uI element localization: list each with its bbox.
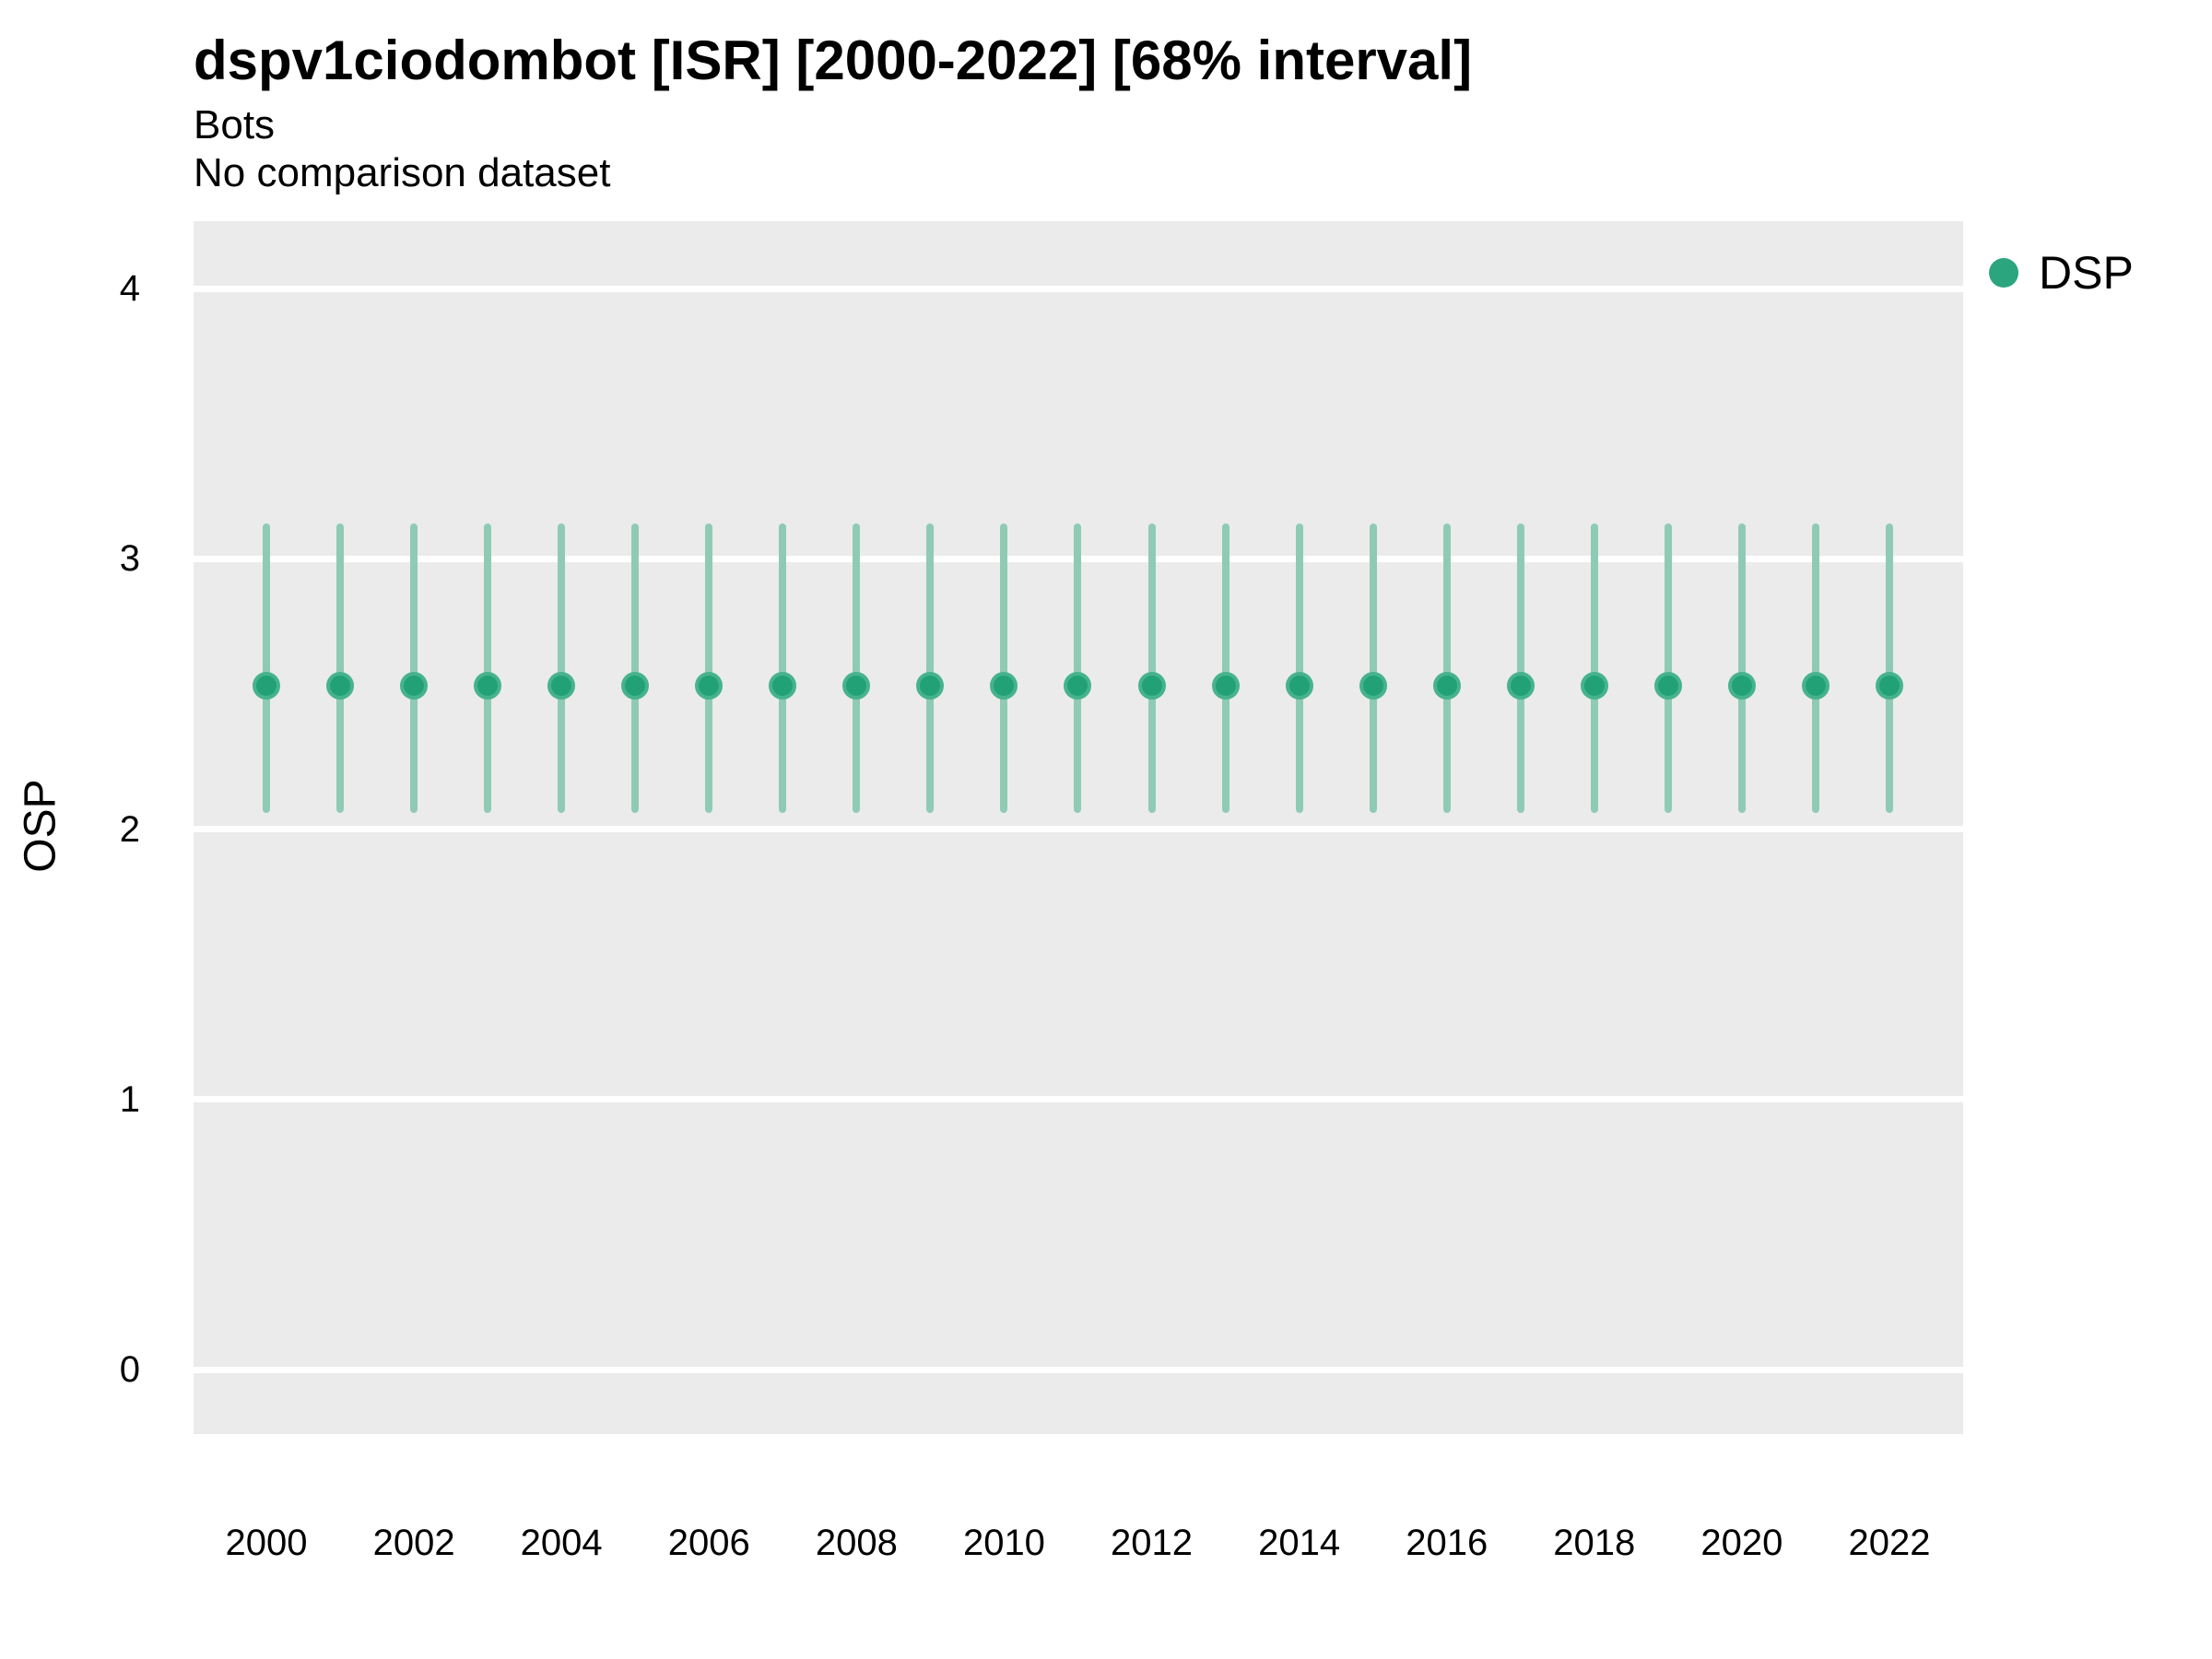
error-bar-2003	[484, 524, 492, 813]
error-bar-2004	[558, 524, 566, 813]
gridline-y-1	[194, 1096, 1963, 1103]
data-point-2005	[621, 672, 650, 700]
legend: DSP	[1989, 247, 2134, 299]
gridline-y-4	[194, 285, 1963, 292]
data-point-2014	[1285, 672, 1313, 700]
data-point-2008	[842, 672, 871, 700]
x-tick-label-2016: 2016	[1406, 1523, 1488, 1563]
error-bar-2021	[1811, 524, 1819, 813]
data-point-2018	[1580, 672, 1608, 700]
data-point-2020	[1727, 672, 1756, 700]
x-tick-label-2018: 2018	[1553, 1523, 1636, 1563]
error-bar-2014	[1295, 524, 1303, 813]
x-tick-label-2008: 2008	[815, 1523, 898, 1563]
gridline-y-0	[194, 1366, 1963, 1373]
data-point-2006	[695, 672, 724, 700]
x-tick-label-2020: 2020	[1700, 1523, 1783, 1563]
error-bar-2018	[1590, 524, 1598, 813]
error-bar-2011	[1074, 524, 1082, 813]
error-bar-2013	[1221, 524, 1230, 813]
chart-caption: No comparison dataset	[194, 150, 611, 195]
y-tick-label-3: 3	[119, 538, 140, 580]
y-tick-label-1: 1	[119, 1078, 140, 1120]
x-tick-label-2002: 2002	[372, 1523, 455, 1563]
chart-subtitle: Bots	[194, 102, 276, 147]
data-point-2009	[916, 672, 945, 700]
error-bar-2012	[1147, 524, 1156, 813]
data-point-2000	[253, 672, 280, 700]
legend-label: DSP	[2039, 247, 2134, 299]
data-point-2016	[1432, 672, 1461, 700]
data-point-2004	[547, 672, 576, 700]
error-bar-2008	[853, 524, 861, 813]
data-point-2019	[1653, 672, 1682, 700]
error-bar-2007	[779, 524, 787, 813]
x-tick-label-2006: 2006	[667, 1523, 750, 1563]
legend-circle-icon	[1989, 258, 2018, 288]
error-bar-2000	[263, 524, 270, 813]
x-tick-label-2004: 2004	[520, 1523, 603, 1563]
y-tick-label-4: 4	[119, 268, 140, 309]
data-point-2017	[1506, 672, 1535, 700]
data-point-2003	[474, 672, 502, 700]
chart-title: dspv1ciodombot [ISR] [2000-2022] [68% in…	[194, 29, 1473, 91]
error-bar-2010	[1000, 524, 1008, 813]
data-point-2013	[1211, 672, 1240, 700]
error-bar-2017	[1516, 524, 1524, 813]
x-tick-label-2022: 2022	[1848, 1523, 1931, 1563]
y-tick-label-0: 0	[119, 1349, 140, 1390]
error-bar-2005	[631, 524, 640, 813]
error-bar-2020	[1737, 524, 1746, 813]
data-point-2002	[400, 672, 429, 700]
error-bar-2022	[1885, 524, 1893, 813]
data-point-2015	[1359, 672, 1387, 700]
error-bar-2001	[336, 524, 345, 813]
error-bar-2015	[1369, 524, 1377, 813]
data-point-2021	[1801, 672, 1830, 700]
gridline-y-2	[194, 826, 1963, 832]
data-point-2010	[990, 672, 1018, 700]
x-tick-label-2014: 2014	[1258, 1523, 1341, 1563]
data-point-2012	[1137, 672, 1166, 700]
y-tick-label-2: 2	[119, 808, 140, 850]
x-tick-label-2012: 2012	[1111, 1523, 1194, 1563]
data-point-2011	[1064, 672, 1092, 700]
data-point-2007	[769, 672, 797, 700]
x-tick-label-2000: 2000	[225, 1523, 308, 1563]
plot-panel	[194, 221, 1963, 1434]
data-point-2001	[326, 672, 355, 700]
x-tick-label-2010: 2010	[962, 1523, 1045, 1563]
data-point-2022	[1875, 672, 1903, 700]
error-bar-2009	[926, 524, 935, 813]
error-bar-2002	[410, 524, 418, 813]
error-bar-2016	[1442, 524, 1451, 813]
error-bar-2006	[705, 524, 713, 813]
error-bar-2019	[1664, 524, 1672, 813]
